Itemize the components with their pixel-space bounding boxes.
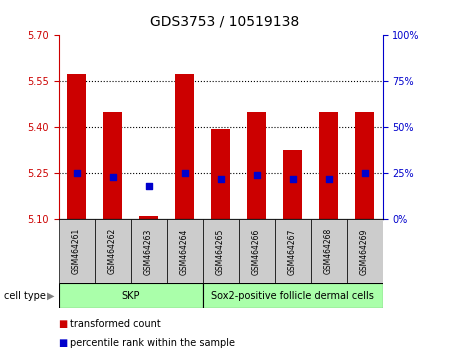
Text: GSM464263: GSM464263 bbox=[144, 228, 153, 275]
Bar bbox=[310, 219, 346, 283]
Text: GSM464268: GSM464268 bbox=[324, 228, 333, 274]
Text: cell type: cell type bbox=[4, 291, 46, 301]
Text: GSM464262: GSM464262 bbox=[108, 228, 117, 274]
Bar bbox=[67, 74, 86, 219]
Bar bbox=[58, 219, 94, 283]
Bar bbox=[346, 219, 382, 283]
Text: percentile rank within the sample: percentile rank within the sample bbox=[70, 338, 235, 348]
Bar bbox=[319, 112, 338, 219]
Point bbox=[145, 183, 152, 189]
Bar bbox=[94, 219, 130, 283]
Point bbox=[181, 171, 188, 176]
Bar bbox=[58, 283, 202, 308]
Text: Sox2-positive follicle dermal cells: Sox2-positive follicle dermal cells bbox=[211, 291, 374, 301]
Text: GSM464261: GSM464261 bbox=[72, 228, 81, 274]
Text: ■: ■ bbox=[58, 319, 68, 329]
Bar bbox=[247, 112, 266, 219]
Bar bbox=[283, 150, 302, 219]
Point bbox=[217, 176, 224, 182]
Point bbox=[289, 176, 296, 182]
Point bbox=[325, 176, 332, 182]
Text: GSM464266: GSM464266 bbox=[252, 228, 261, 275]
Text: GDS3753 / 10519138: GDS3753 / 10519138 bbox=[150, 14, 300, 28]
Text: SKP: SKP bbox=[121, 291, 140, 301]
Text: GSM464265: GSM464265 bbox=[216, 228, 225, 275]
Text: ■: ■ bbox=[58, 338, 68, 348]
Text: GSM464267: GSM464267 bbox=[288, 228, 297, 275]
Bar bbox=[274, 219, 310, 283]
Text: GSM464264: GSM464264 bbox=[180, 228, 189, 275]
Bar bbox=[175, 74, 194, 219]
Bar bbox=[130, 219, 166, 283]
Bar bbox=[202, 219, 238, 283]
Text: ▶: ▶ bbox=[47, 291, 55, 301]
Point bbox=[361, 171, 368, 176]
Bar bbox=[103, 112, 122, 219]
Text: GSM464269: GSM464269 bbox=[360, 228, 369, 275]
Point bbox=[73, 171, 80, 176]
Bar bbox=[139, 216, 158, 219]
Point bbox=[253, 172, 260, 178]
Bar bbox=[211, 129, 230, 219]
Bar bbox=[238, 219, 274, 283]
Bar bbox=[166, 219, 202, 283]
Bar bbox=[202, 283, 382, 308]
Bar bbox=[355, 112, 374, 219]
Text: transformed count: transformed count bbox=[70, 319, 161, 329]
Point bbox=[109, 174, 116, 180]
